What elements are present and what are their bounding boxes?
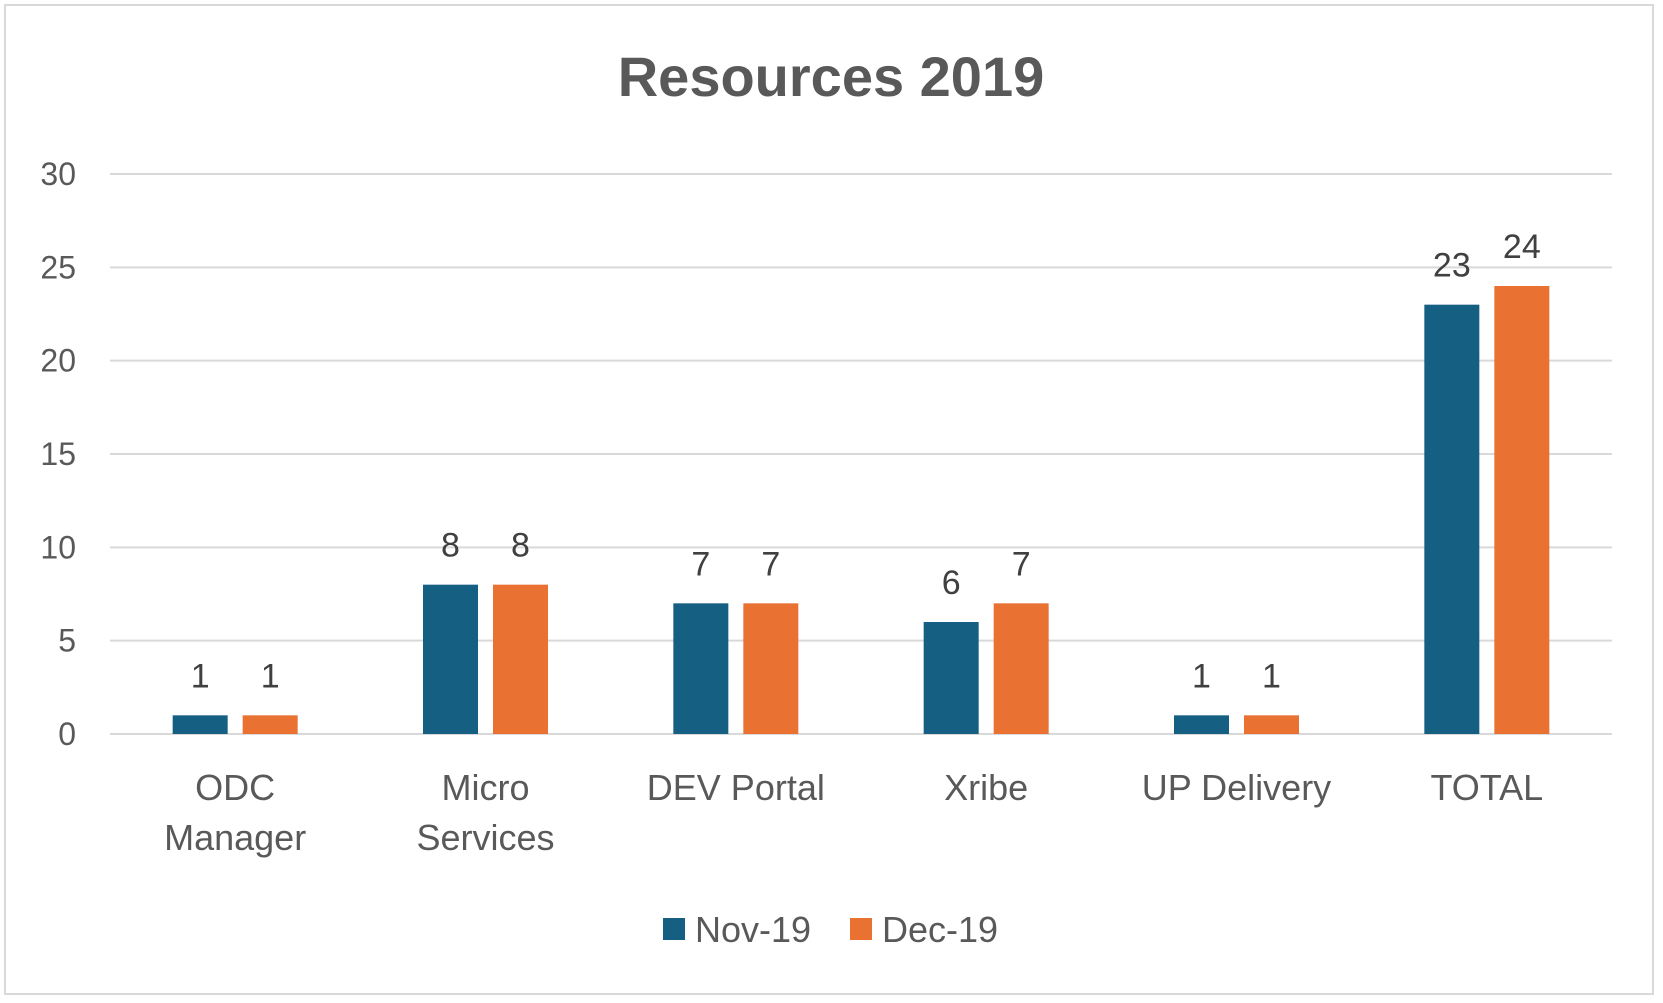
category-label: TOTAL [1430, 767, 1543, 808]
category-label: Services [416, 817, 554, 858]
category-label: Micro [442, 767, 530, 808]
data-label: 7 [1012, 545, 1031, 583]
bar-nov-19-3 [923, 622, 979, 734]
category-label: Manager [164, 817, 306, 858]
y-tick-label: 0 [58, 716, 76, 752]
bar-dec-19-5 [1494, 286, 1550, 734]
bar-nov-19-2 [673, 603, 729, 734]
data-label: 8 [441, 527, 460, 565]
x-axis-categories: ODC Manager Micro Services DEV Portal Xribe UP… [164, 767, 1543, 858]
legend-swatch-dec-19 [850, 918, 872, 940]
y-axis-ticks: 0 5 10 15 20 25 30 [40, 156, 76, 752]
bar-dec-19-3 [993, 603, 1049, 734]
data-label: 7 [761, 545, 780, 583]
data-label: 1 [191, 657, 210, 695]
y-tick-label: 30 [40, 156, 76, 192]
y-tick-label: 20 [40, 343, 76, 379]
bar-dec-19-1 [493, 584, 548, 734]
legend-swatch-nov-19 [663, 918, 685, 940]
data-label: 1 [261, 657, 280, 695]
category-label: UP Delivery [1142, 767, 1331, 808]
data-label: 1 [1262, 657, 1281, 695]
bar-nov-19-1 [423, 584, 478, 734]
y-tick-label: 25 [40, 249, 76, 285]
data-label: 8 [511, 527, 530, 565]
y-tick-label: 10 [40, 529, 76, 565]
data-label: 24 [1503, 228, 1541, 266]
bar-dec-19-2 [743, 603, 799, 734]
y-tick-label: 15 [40, 436, 76, 472]
chart-title: Resources 2019 [618, 45, 1045, 108]
bar-nov-19-5 [1424, 304, 1480, 734]
bar-dec-19-4 [1244, 715, 1299, 734]
data-label: 23 [1433, 247, 1471, 285]
bar-dec-19-0 [242, 715, 298, 734]
legend-label: Nov-19 [695, 909, 811, 950]
data-label: 7 [691, 545, 710, 583]
y-tick-label: 5 [58, 623, 76, 659]
bar-nov-19-4 [1174, 715, 1229, 734]
legend-label: Dec-19 [882, 909, 998, 950]
data-label: 6 [942, 564, 961, 602]
bars [172, 286, 1550, 734]
data-label: 1 [1192, 657, 1211, 695]
category-label: ODC [195, 767, 275, 808]
category-label: Xribe [944, 767, 1028, 808]
data-labels: 1 8 7 6 1 23 1 8 7 7 1 24 [191, 228, 1541, 695]
legend: Nov-19 Dec-19 [663, 909, 998, 950]
category-label: DEV Portal [647, 767, 825, 808]
bar-nov-19-0 [172, 715, 228, 734]
gridlines [110, 173, 1612, 735]
chart-area [4, 4, 1654, 995]
